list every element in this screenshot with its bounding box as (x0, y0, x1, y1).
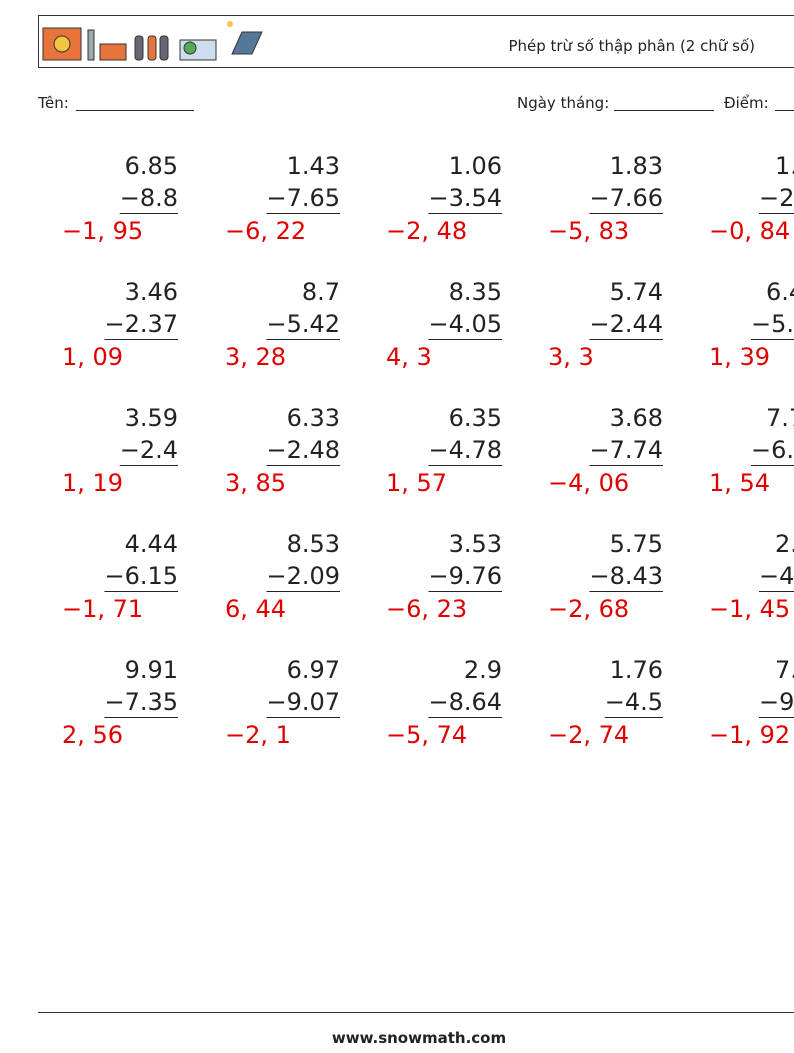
subtrahend: −7.35 (104, 688, 178, 716)
subtrahend: −2.48 (266, 436, 340, 464)
minuend: 5.75 (610, 530, 663, 558)
minuend: 8.7 (302, 278, 340, 306)
answer: 4, 3 (386, 343, 432, 371)
answer: 6, 44 (225, 595, 286, 623)
minuend: 6.35 (449, 404, 502, 432)
subtrahend: −9. (759, 688, 794, 716)
subtrahend: −6.1 (751, 436, 794, 464)
subtrahend: −3.54 (428, 184, 502, 212)
subtrahend: −2.37 (104, 310, 178, 338)
answer: −1, 45 (709, 595, 790, 623)
subtrahend: −4.5 (605, 688, 663, 716)
minuend: 3.53 (449, 530, 502, 558)
answer: 3, 28 (225, 343, 286, 371)
answer: −5, 74 (386, 721, 467, 749)
answer: −2, 68 (548, 595, 629, 623)
minuend: 9.91 (125, 656, 178, 684)
subtrahend: −5.0 (751, 310, 794, 338)
subtrahend: −2.09 (266, 562, 340, 590)
minuend: 1. (775, 152, 794, 180)
answer: 1, 39 (709, 343, 770, 371)
answer: 1, 57 (386, 469, 447, 497)
subtrahend: −7.74 (589, 436, 663, 464)
answer: −5, 83 (548, 217, 629, 245)
minuend: 3.46 (125, 278, 178, 306)
answer: 1, 54 (709, 469, 770, 497)
answer: 3, 85 (225, 469, 286, 497)
answer: −1, 92 (709, 721, 790, 749)
subtrahend: −8.8 (120, 184, 178, 212)
answer: −0, 84 (709, 217, 790, 245)
subtrahend: −4.05 (428, 310, 502, 338)
subtrahend: −4.78 (428, 436, 502, 464)
minuend: 7.7 (766, 404, 794, 432)
footer-site: www.snowmath.com (332, 1029, 506, 1047)
minuend: 2.9 (464, 656, 502, 684)
answer: −1, 71 (62, 595, 143, 623)
minuend: 1.76 (610, 656, 663, 684)
minuend: 8.53 (287, 530, 340, 558)
answer: 3, 3 (548, 343, 594, 371)
answer: 2, 56 (62, 721, 123, 749)
subtrahend: −2.4 (120, 436, 178, 464)
minuend: 4.44 (125, 530, 178, 558)
answer: −2, 1 (225, 721, 291, 749)
minuend: 6.4 (766, 278, 794, 306)
subtrahend: −9.76 (428, 562, 502, 590)
minuend: 3.68 (610, 404, 663, 432)
title: Phép trừ số thập phân (2 chữ số) (508, 37, 755, 55)
answer: −6, 23 (386, 595, 467, 623)
subtrahend: −8.43 (589, 562, 663, 590)
answer: −2, 74 (548, 721, 629, 749)
subtrahend: −8.64 (428, 688, 502, 716)
score-label: Điểm: (724, 94, 769, 112)
minuend: 1.06 (449, 152, 502, 180)
answer: −1, 95 (62, 217, 143, 245)
subtrahend: −7.66 (589, 184, 663, 212)
subtrahend: −4. (759, 562, 794, 590)
subtrahend: −9.07 (266, 688, 340, 716)
minuend: 1.43 (287, 152, 340, 180)
subtrahend: −5.42 (266, 310, 340, 338)
minuend: 7. (775, 656, 794, 684)
minuend: 2. (775, 530, 794, 558)
answer: −2, 48 (386, 217, 467, 245)
minuend: 3.59 (125, 404, 178, 432)
subtrahend: −2.44 (589, 310, 663, 338)
date-label: Ngày tháng: (517, 94, 609, 112)
header-box (38, 15, 794, 68)
minuend: 6.33 (287, 404, 340, 432)
minuend: 8.35 (449, 278, 502, 306)
minuend: 6.97 (287, 656, 340, 684)
name-label: Tên: (37, 94, 69, 112)
subtrahend: −7.65 (266, 184, 340, 212)
answer: 1, 09 (62, 343, 123, 371)
answer: −4, 06 (548, 469, 629, 497)
minuend: 5.74 (610, 278, 663, 306)
minuend: 1.83 (610, 152, 663, 180)
subtrahend: −2. (759, 184, 794, 212)
answer: 1, 19 (62, 469, 123, 497)
minuend: 6.85 (125, 152, 178, 180)
header-icons (42, 21, 263, 61)
subtrahend: −6.15 (104, 562, 178, 590)
answer: −6, 22 (225, 217, 306, 245)
